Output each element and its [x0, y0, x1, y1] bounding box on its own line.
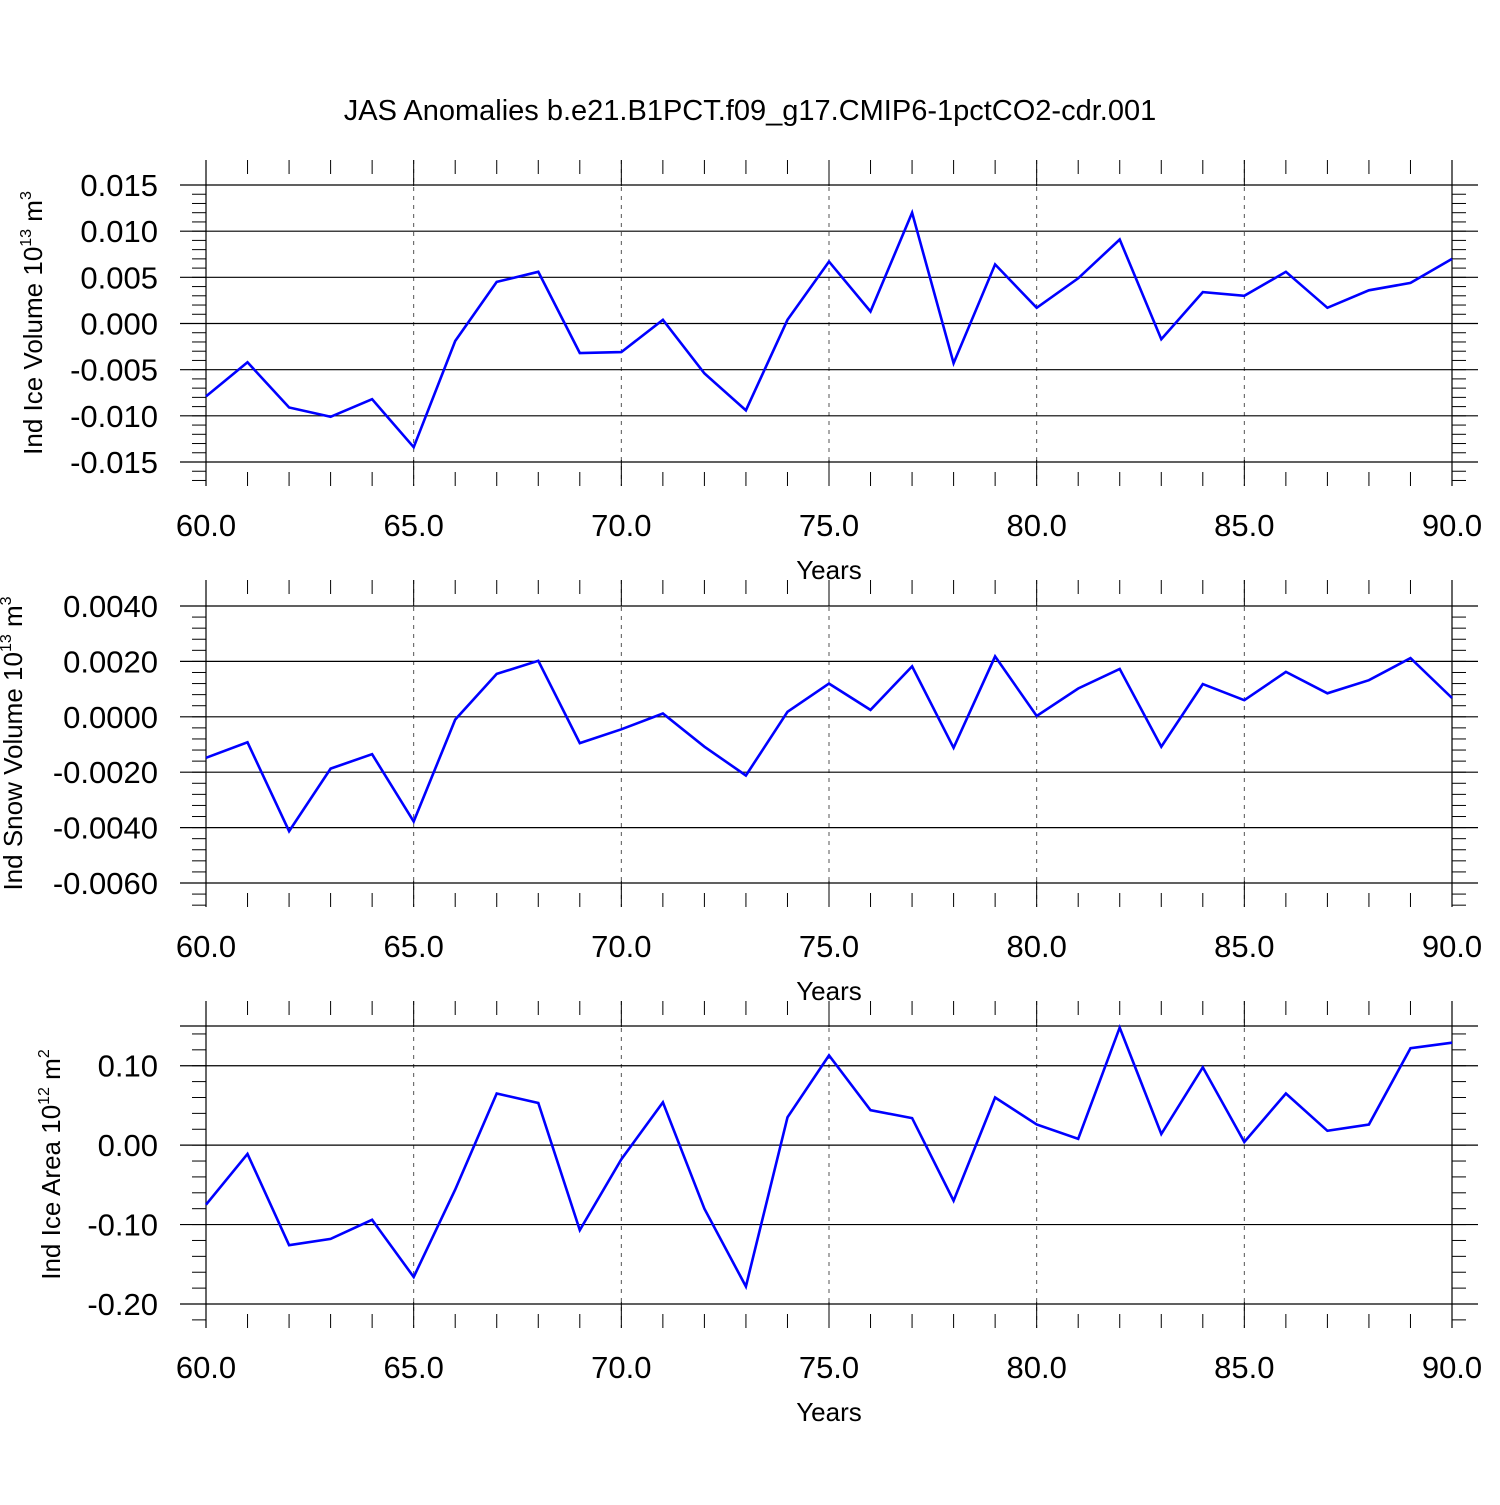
x-tick-label: 85.0: [1214, 929, 1274, 964]
x-tick-label: 80.0: [1006, 1350, 1066, 1385]
series-line-1: [205, 653, 1453, 834]
panel-1: -0.015 -0.010 -0.005 0.000 0.005 0.010 0.015 60…: [18, 160, 1482, 585]
x-tick-label: 60.0: [176, 508, 236, 543]
x-tick-label: 90.0: [1422, 929, 1482, 964]
y-tick-label: 0.010: [80, 214, 158, 249]
y-tick-label: -0.20: [87, 1287, 158, 1322]
x-tick-label: 70.0: [591, 508, 651, 543]
y-tick-label: -0.005: [70, 353, 158, 388]
y-tick-label: 0.00: [98, 1128, 158, 1163]
y-tick-label: -0.010: [70, 399, 158, 434]
x-tick-label: 65.0: [383, 929, 443, 964]
x-tick-label: 65.0: [383, 1350, 443, 1385]
y-tick-label: 0.000: [80, 307, 158, 342]
x-axis-label: Years: [796, 1397, 862, 1427]
panel-2: -0.0060 -0.0040 -0.0020 0.0000 0.0020 0.0040 6…: [0, 580, 1482, 1006]
series-line-1: [204, 1023, 1453, 1291]
y-tick-label: -0.0040: [53, 811, 158, 846]
panel-3: -0.20 -0.10 0.00 0.10 60.0 65.0 70.0 75.0 80.0 85…: [36, 1001, 1482, 1427]
y-tick-label: 0.015: [80, 168, 158, 203]
x-tick-label: 85.0: [1214, 1350, 1274, 1385]
y-tick-label: -0.015: [70, 445, 158, 480]
x-tick-label: 90.0: [1422, 1350, 1482, 1385]
y-axis-label: Ind Snow Volume 1013 m3: [0, 596, 28, 890]
y-tick-label: 0.0020: [63, 644, 158, 679]
y-tick-label: 0.0040: [63, 589, 158, 624]
y-tick-label: 0.005: [80, 260, 158, 295]
x-tick-label: 75.0: [799, 929, 859, 964]
y-tick-label: 0.0000: [63, 700, 158, 735]
x-tick-label: 85.0: [1214, 508, 1274, 543]
series-line-1: [205, 208, 1453, 450]
x-tick-label: 65.0: [383, 508, 443, 543]
x-tick-label: 70.0: [591, 929, 651, 964]
x-tick-label: 60.0: [176, 1350, 236, 1385]
x-tick-label: 80.0: [1006, 508, 1066, 543]
y-tick-label: -0.0020: [53, 755, 158, 790]
x-tick-label: 90.0: [1422, 508, 1482, 543]
y-axis-label: Ind Ice Area 1012 m2: [36, 1049, 66, 1280]
x-tick-label: 70.0: [591, 1350, 651, 1385]
x-tick-label: 75.0: [799, 508, 859, 543]
x-tick-label: 80.0: [1006, 929, 1066, 964]
x-tick-label: 60.0: [176, 929, 236, 964]
y-tick-label: -0.10: [87, 1208, 158, 1243]
x-tick-label: 75.0: [799, 1350, 859, 1385]
y-tick-label: 0.10: [98, 1049, 158, 1084]
y-axis-label: Ind Ice Volume 1013 m3: [18, 191, 48, 455]
figure-title: JAS Anomalies b.e21.B1PCT.f09_g17.CMIP6-…: [343, 95, 1157, 127]
y-tick-label: -0.0060: [53, 866, 158, 901]
